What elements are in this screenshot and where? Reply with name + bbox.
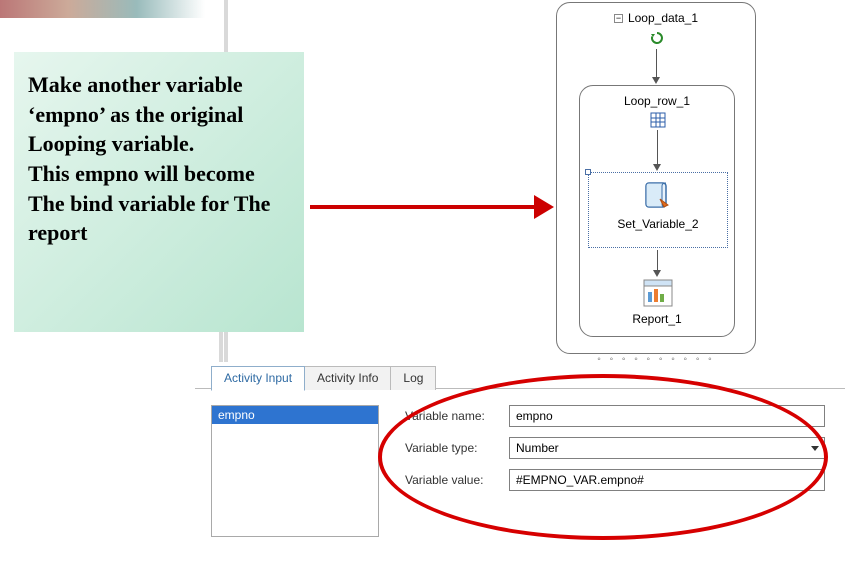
report-icon <box>642 278 674 308</box>
variable-name-input[interactable]: empno <box>509 405 825 427</box>
chevron-down-icon[interactable] <box>806 438 824 458</box>
variable-list[interactable]: empno <box>211 405 379 537</box>
variable-name-label: Variable name: <box>405 409 509 423</box>
loop-data-title: −Loop_data_1 <box>557 11 755 25</box>
report-label: Report_1 <box>580 312 734 326</box>
workflow-diagram: −Loop_data_1 Loop_row_1 <box>556 2 756 356</box>
script-icon <box>642 181 674 211</box>
variable-value-input[interactable]: #EMPNO_VAR.empno# <box>509 469 825 491</box>
variable-form: Variable name: empno Variable type: Numb… <box>405 405 825 501</box>
tab-bar: Activity Input Activity Info Log <box>211 366 435 390</box>
variable-type-label: Variable type: <box>405 441 509 455</box>
vertical-divider <box>219 332 223 362</box>
tab-activity-input[interactable]: Activity Input <box>211 366 305 391</box>
properties-panel: Activity Input Activity Info Log empno V… <box>195 363 845 553</box>
grid-icon <box>650 112 666 128</box>
thumbnail-strip <box>0 0 205 18</box>
tab-log[interactable]: Log <box>390 366 436 390</box>
set-variable-node[interactable]: Set_Variable_2 <box>588 172 728 248</box>
variable-type-select[interactable]: Number <box>509 437 825 459</box>
annotation-arrow <box>310 194 554 220</box>
tab-activity-info[interactable]: Activity Info <box>304 366 391 390</box>
loop-row-container: Loop_row_1 <box>579 85 735 337</box>
variable-value-label: Variable value: <box>405 473 509 487</box>
set-variable-label: Set_Variable_2 <box>589 217 727 231</box>
loop-data-container: −Loop_data_1 Loop_row_1 <box>556 2 756 354</box>
refresh-icon <box>649 31 665 47</box>
loop-row-title: Loop_row_1 <box>580 94 734 108</box>
annotation-callout: Make another variable ‘empno’ as the ori… <box>14 52 304 332</box>
list-item[interactable]: empno <box>212 406 378 424</box>
collapse-icon[interactable]: − <box>614 14 623 23</box>
